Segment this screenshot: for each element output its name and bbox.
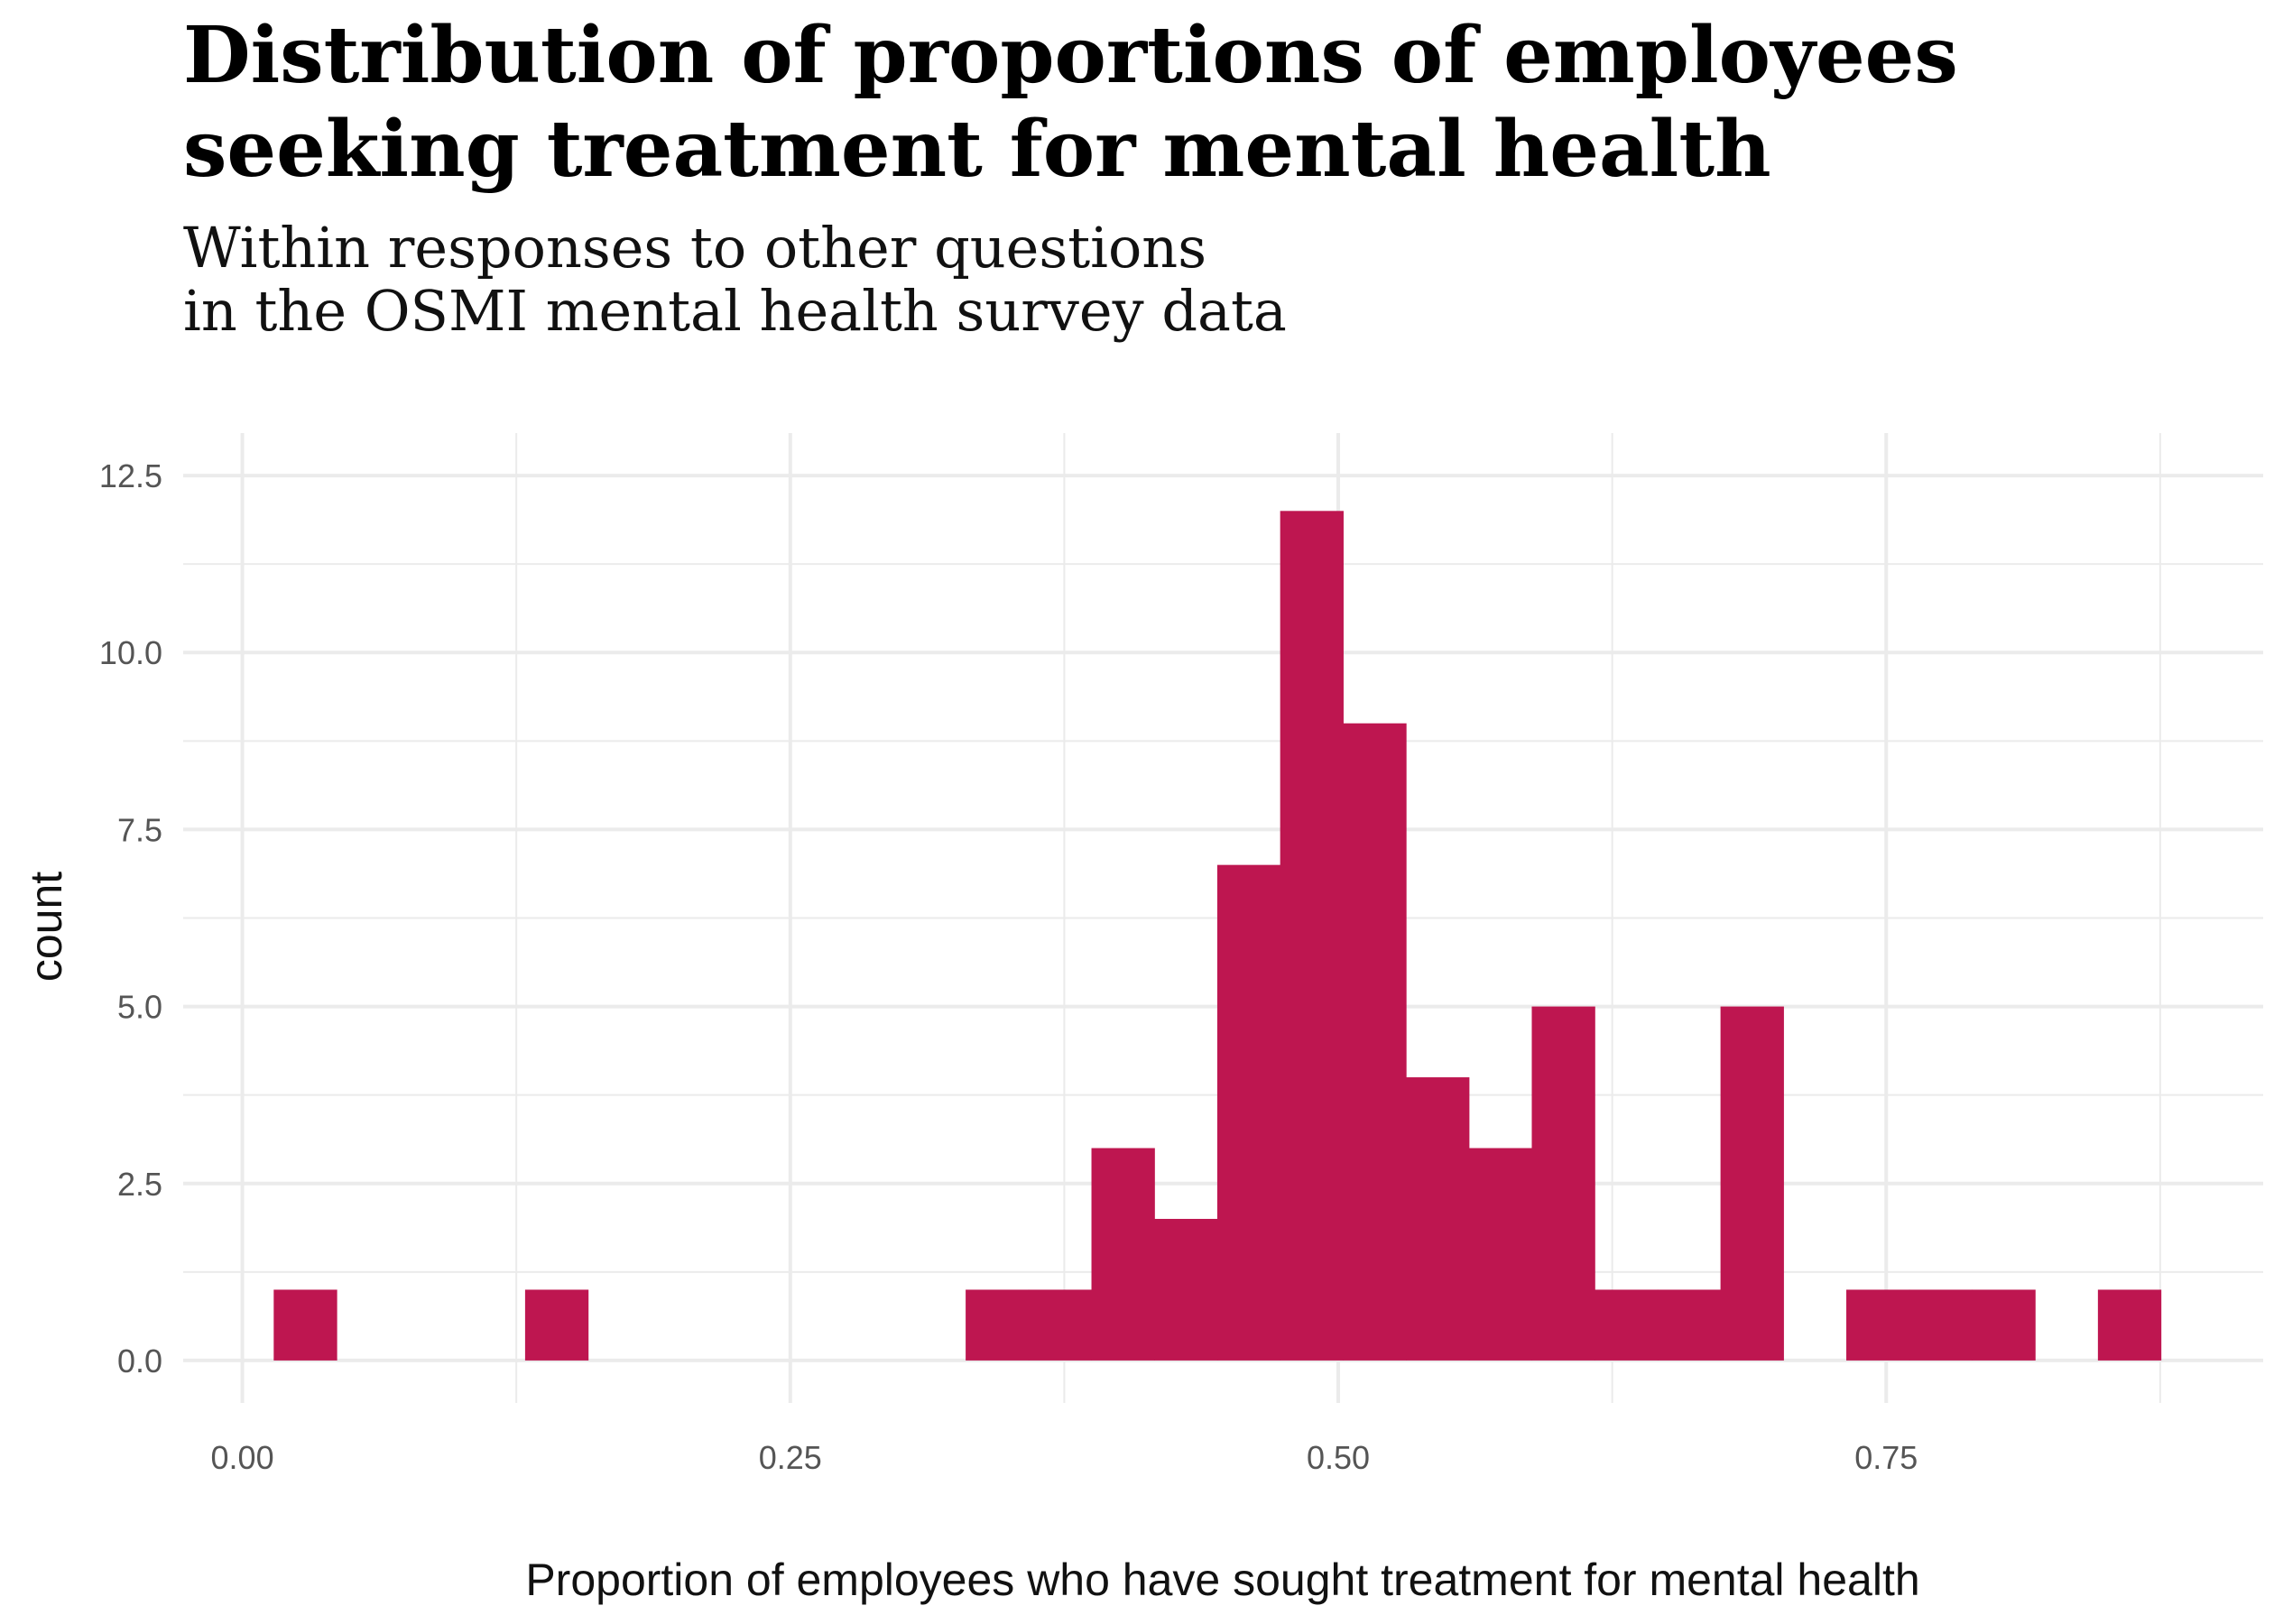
histogram-bar <box>966 1289 1030 1361</box>
x-tick-label: 0.50 <box>1307 1439 1370 1476</box>
y-tick-label: 10.0 <box>99 634 162 671</box>
histogram-bars <box>273 511 2162 1361</box>
y-tick-label: 7.5 <box>117 811 162 848</box>
histogram-bar <box>1343 723 1407 1361</box>
histogram-bar <box>2097 1289 2162 1361</box>
y-tick-label: 12.5 <box>99 457 162 494</box>
histogram-bar <box>273 1289 337 1361</box>
histogram-bar <box>524 1289 589 1361</box>
histogram-bar <box>1846 1289 1910 1361</box>
x-tick-label: 0.75 <box>1854 1439 1918 1476</box>
y-tick-label: 2.5 <box>117 1166 162 1203</box>
histogram-bar <box>1720 1006 1784 1361</box>
x-axis-tick-labels: 0.00 0.25 0.50 0.75 <box>211 1439 1918 1476</box>
histogram-bar <box>1216 864 1281 1361</box>
histogram-bar <box>1595 1289 1659 1361</box>
chart-title: Distribution of proportions of employees… <box>183 10 1958 195</box>
x-tick-label: 0.25 <box>759 1439 822 1476</box>
histogram-bar <box>1028 1289 1093 1361</box>
histogram-bar <box>1154 1218 1218 1361</box>
y-axis-title: count <box>21 872 71 982</box>
chart-subtitle: Within responses to other questions in th… <box>183 215 1287 344</box>
histogram-bar <box>1972 1289 2036 1361</box>
x-axis-title: Proportion of employees who have sought … <box>525 1555 1919 1605</box>
histogram-bar <box>1468 1148 1533 1361</box>
histogram-bar <box>1280 511 1344 1361</box>
y-axis-tick-labels: 0.0 2.5 5.0 7.5 10.0 12.5 <box>99 457 162 1379</box>
histogram-bar <box>1406 1077 1470 1361</box>
y-tick-label: 0.0 <box>117 1343 162 1379</box>
y-tick-label: 5.0 <box>117 989 162 1026</box>
histogram-bar <box>1909 1289 1974 1361</box>
histogram-bar <box>1531 1006 1595 1361</box>
histogram-bar <box>1091 1148 1155 1361</box>
histogram-bar <box>1657 1289 1722 1361</box>
x-tick-label: 0.00 <box>211 1439 274 1476</box>
